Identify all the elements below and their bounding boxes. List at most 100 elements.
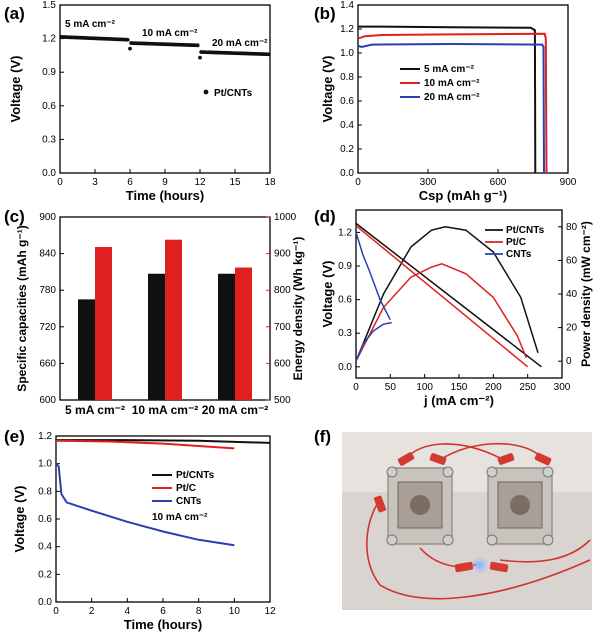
annotation-5: 5 mA cm⁻² <box>65 19 116 30</box>
series-line <box>56 439 271 444</box>
x-tick-label: 0 <box>353 382 359 393</box>
data-point <box>128 46 132 51</box>
y-right-tick-label: 700 <box>274 322 291 333</box>
y-right-tick-label: 40 <box>566 289 578 300</box>
y-axis-label: Voltage (V) <box>320 56 335 123</box>
x-tick-label: 300 <box>420 177 437 188</box>
y-tick-label: 660 <box>39 358 56 369</box>
y-tick-label: 0.0 <box>42 168 56 179</box>
y-tick-label: 0.6 <box>38 514 52 525</box>
bar-capacity <box>148 273 165 400</box>
x-tick-label: 50 <box>385 382 397 393</box>
y-right-tick-label: 20 <box>566 323 578 334</box>
data-point <box>125 37 130 42</box>
legend-marker <box>203 89 209 95</box>
data-point <box>198 55 202 60</box>
y-tick-label: 0.2 <box>340 144 354 155</box>
x-tick-label: 12 <box>264 606 276 617</box>
x-tick-label: 900 <box>560 177 577 188</box>
y-right-tick-label: 500 <box>274 395 291 406</box>
y-right-axis-label: Power density (mW cm⁻²) <box>579 221 593 367</box>
x-tick-label: 0 <box>57 177 63 188</box>
y-tick-label: 1.2 <box>38 431 52 442</box>
y-right-tick-label: 900 <box>274 249 291 260</box>
voltage-curve <box>355 232 391 321</box>
power-curve <box>355 263 527 362</box>
x-tick-label: 150 <box>451 382 468 393</box>
series-line <box>358 25 537 174</box>
y-tick-label: 1.5 <box>42 0 56 11</box>
y-tick-label: 0.3 <box>42 134 56 145</box>
y-tick-label: 900 <box>39 212 56 223</box>
x-tick-label: 4 <box>125 606 131 617</box>
series-line <box>55 439 235 450</box>
legend-label: 20 mA cm⁻² <box>424 92 480 103</box>
panel-label-c: (c) <box>4 207 25 226</box>
panel-label-e: (e) <box>4 427 25 446</box>
bar-energy <box>235 267 252 400</box>
battery-cell-left <box>386 466 454 546</box>
legend-label: CNTs <box>506 249 532 260</box>
panel-label-b: (b) <box>314 4 336 23</box>
x-axis-label: j (mA cm⁻²) <box>423 393 494 408</box>
x-category-label: 5 mA cm⁻² <box>65 403 125 417</box>
data-point <box>195 43 200 48</box>
bar-capacity <box>218 273 235 400</box>
y-tick-label: 0.0 <box>340 168 354 179</box>
y-tick-label: 1.4 <box>340 0 354 11</box>
y-tick-label: 1.0 <box>340 48 354 59</box>
chart-c: 600 660 720 780 840 900 500 600 700 800 900 1000 5 m… <box>15 212 305 417</box>
x-tick-label: 250 <box>519 382 536 393</box>
y-tick-label: 1.2 <box>42 34 56 45</box>
x-axis-label: Time (hours) <box>126 188 205 203</box>
legend-label: Pt/CNTs <box>214 88 253 99</box>
x-tick-label: 15 <box>229 177 241 188</box>
y-right-tick-label: 800 <box>274 285 291 296</box>
y-right-tick-label: 0 <box>566 356 572 367</box>
y-tick-label: 0.3 <box>338 328 352 339</box>
bar-energy <box>95 247 112 400</box>
x-tick-label: 600 <box>490 177 507 188</box>
y-tick-label: 0.0 <box>338 362 352 373</box>
x-tick-label: 10 <box>229 606 241 617</box>
x-tick-label: 0 <box>53 606 59 617</box>
y-tick-label: 780 <box>39 285 56 296</box>
y-axis-label: Voltage (V) <box>8 56 23 123</box>
legend-label: 5 mA cm⁻² <box>424 64 475 75</box>
x-tick-label: 0 <box>355 177 361 188</box>
y-tick-label: 0.4 <box>38 542 52 553</box>
photo-wall <box>342 432 592 492</box>
voltage-curve <box>355 225 529 368</box>
y-tick-label: 840 <box>39 249 56 260</box>
x-tick-label: 3 <box>92 177 98 188</box>
legend-label: Pt/CNTs <box>506 225 545 236</box>
legend-label: Pt/C <box>506 237 526 248</box>
annotation-10: 10 mA cm⁻² <box>142 28 198 39</box>
photo-f <box>342 432 592 610</box>
y-tick-label: 1.0 <box>38 459 52 470</box>
battery-cell-right <box>486 466 554 546</box>
x-category-label: 20 mA cm⁻² <box>202 403 269 417</box>
y-tick-label: 0.4 <box>340 120 354 131</box>
x-tick-label: 9 <box>162 177 168 188</box>
x-tick-label: 18 <box>264 177 276 188</box>
y-axis-label: Voltage (V) <box>12 486 27 553</box>
led-glow <box>472 557 488 573</box>
alligator-clips <box>374 452 552 573</box>
legend-label: 10 mA cm⁻² <box>424 78 480 89</box>
y-tick-label: 0.6 <box>340 96 354 107</box>
bar-capacity <box>78 299 95 400</box>
panel-label-d: (d) <box>314 207 336 226</box>
series-line <box>357 42 545 174</box>
panel-label-a: (a) <box>4 4 25 23</box>
x-tick-label: 6 <box>127 177 133 188</box>
series-line <box>55 462 235 547</box>
led-light <box>476 561 484 569</box>
x-tick-label: 300 <box>554 382 571 393</box>
x-tick-label: 8 <box>196 606 202 617</box>
series-line <box>357 32 548 174</box>
y-right-tick-label: 80 <box>566 222 578 233</box>
x-tick-label: 6 <box>160 606 166 617</box>
y-tick-label: 600 <box>39 395 56 406</box>
